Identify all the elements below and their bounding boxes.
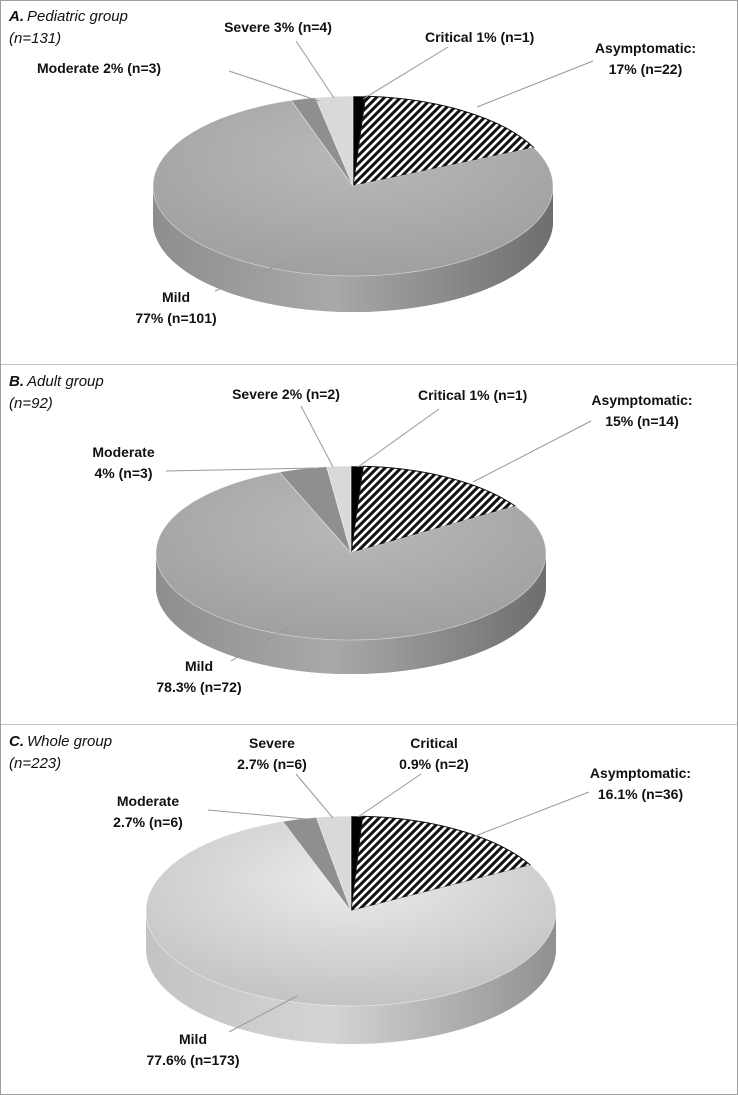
label-critical-line2: 0.9% (n=2) <box>399 756 469 772</box>
label-mild-line1: Mild <box>162 289 190 305</box>
label-asymptomatic: Asymptomatic: 17% (n=22) <box>563 38 728 80</box>
label-severe-line1: Severe <box>249 735 295 751</box>
label-asymptomatic: Asymptomatic: 16.1% (n=36) <box>553 763 728 805</box>
label-mild: Mild 77.6% (n=173) <box>113 1029 273 1071</box>
label-critical: Critical 1% (n=1) <box>418 385 527 406</box>
label-severe: Severe 3% (n=4) <box>183 17 373 38</box>
panel-a-letter: A. <box>9 8 24 25</box>
panel-c-title: C. Whole group (n=223) <box>9 731 112 775</box>
label-mild: Mild 77% (n=101) <box>96 287 256 329</box>
label-asymptomatic-line1: Asymptomatic: <box>594 40 697 56</box>
label-severe-text: Severe 2% (n=2) <box>232 386 340 402</box>
label-severe-line2: 2.7% (n=6) <box>237 756 307 772</box>
panel-c-group-name: Whole group <box>27 733 113 750</box>
panel-b-n-count: (n=92) <box>9 394 53 412</box>
label-asymptomatic-line1: Asymptomatic: <box>591 392 693 408</box>
pediatric-pie-chart <box>152 40 594 312</box>
panel-b-group-name: Adult group <box>27 373 104 390</box>
label-moderate: Moderate 2.7% (n=6) <box>73 791 223 833</box>
label-mild-line2: 77.6% (n=173) <box>146 1052 240 1068</box>
label-critical-text: Critical 1% (n=1) <box>418 387 528 403</box>
label-moderate-line2: 4% (n=3) <box>94 465 153 481</box>
label-moderate-text: Moderate 2% (n=3) <box>37 60 162 76</box>
label-critical-text: Critical 1% (n=1) <box>425 29 535 45</box>
label-severe-text: Severe 3% (n=4) <box>224 19 332 35</box>
panel-divider-1 <box>1 364 737 365</box>
whole-group-pie-chart <box>145 773 590 1044</box>
panel-a-title: A. Pediatric group (n=131) <box>9 6 128 50</box>
label-moderate-line1: Moderate <box>92 444 155 460</box>
label-moderate: Moderate 2% (n=3) <box>37 58 161 79</box>
adult-pie-chart <box>155 405 592 674</box>
panel-a-n-count: (n=131) <box>9 29 62 47</box>
panel-adult-group: B. Adult group (n=92) Severe 2% (n=2) Cri… <box>1 364 737 724</box>
label-moderate-line1: Moderate <box>116 793 180 809</box>
label-severe: Severe 2.7% (n=6) <box>197 733 347 775</box>
label-asymptomatic: Asymptomatic: 15% (n=14) <box>557 390 727 432</box>
label-critical: Critical 0.9% (n=2) <box>359 733 509 775</box>
panel-c-letter: C. <box>9 733 24 750</box>
label-asymptomatic-line2: 16.1% (n=36) <box>597 786 684 802</box>
label-critical: Critical 1% (n=1) <box>425 27 534 48</box>
panel-b-title: B. Adult group (n=92) <box>9 371 104 415</box>
panel-b-letter: B. <box>9 373 24 390</box>
label-asymptomatic-line2: 15% (n=14) <box>605 413 679 429</box>
label-critical-line1: Critical <box>410 735 458 751</box>
label-moderate: Moderate 4% (n=3) <box>61 442 186 484</box>
panel-a-group-name: Pediatric group <box>27 8 128 25</box>
label-mild-line1: Mild <box>185 658 213 674</box>
label-asymptomatic-line2: 17% (n=22) <box>608 61 683 77</box>
label-mild-line1: Mild <box>179 1031 207 1047</box>
label-asymptomatic-line1: Asymptomatic: <box>589 765 692 781</box>
label-severe: Severe 2% (n=2) <box>196 384 376 405</box>
panel-pediatric-group: A. Pediatric group (n=131) Severe 3% (n=4… <box>1 1 737 364</box>
label-mild-line2: 77% (n=101) <box>135 310 217 326</box>
panel-whole-group: C. Whole group (n=223) Severe 2.7% (n=6) … <box>1 724 737 1094</box>
label-moderate-line2: 2.7% (n=6) <box>113 814 183 830</box>
label-mild: Mild 78.3% (n=72) <box>119 656 279 698</box>
panel-c-n-count: (n=223) <box>9 754 62 772</box>
panel-divider-2 <box>1 724 737 725</box>
label-mild-line2: 78.3% (n=72) <box>156 679 242 695</box>
